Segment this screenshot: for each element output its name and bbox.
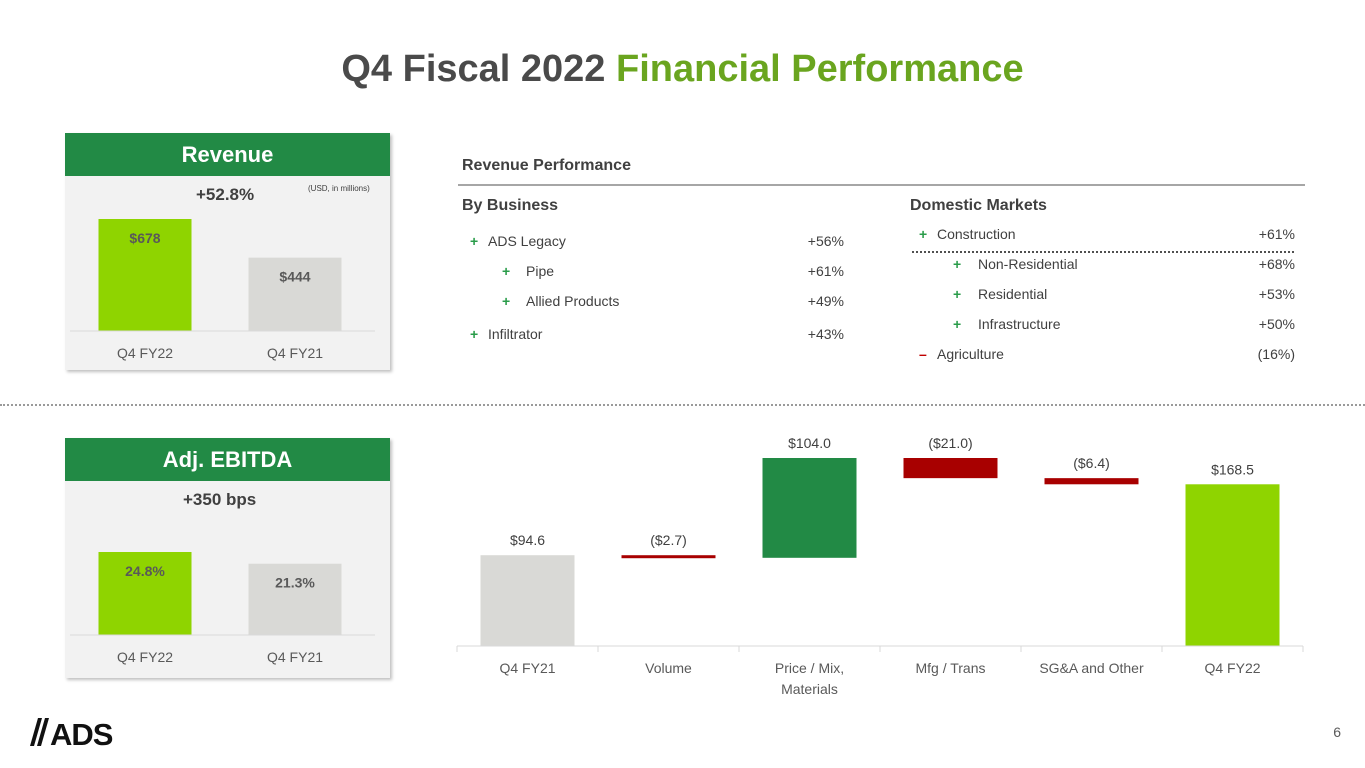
row-value: +56%	[807, 233, 844, 249]
row-label: Agriculture	[937, 346, 1004, 362]
x-tick-label: Q4 FY21	[499, 660, 555, 676]
plus-icon: +	[502, 293, 511, 309]
bar	[98, 219, 192, 331]
ebitda-waterfall-chart: $94.6 Q4 FY21 ($2.7) Volume $104.0 Price / Mi…	[456, 435, 1304, 697]
market-row-residential: + Residential +53%	[953, 286, 1295, 306]
waterfall-bar	[903, 458, 998, 479]
plus-icon: +	[502, 263, 511, 279]
business-row-infiltrator: + Infiltrator +43%	[470, 326, 844, 346]
x-tick-label: Q4 FY22	[1204, 660, 1260, 676]
business-row-allied-products: + Allied Products +49%	[502, 293, 844, 313]
row-label: Residential	[978, 286, 1048, 302]
ebitda-change: +350 bps	[183, 490, 257, 509]
row-value: (16%)	[1257, 346, 1295, 362]
row-value: +61%	[1258, 226, 1295, 242]
x-tick-label: Q4 FY21	[267, 345, 323, 361]
x-tick-label: Materials	[781, 681, 838, 697]
by-business-heading: By Business	[462, 197, 559, 214]
page-number: 6	[1333, 724, 1341, 740]
waterfall-bar	[621, 555, 716, 559]
data-label: $94.6	[510, 532, 545, 548]
waterfall-bar	[1185, 484, 1280, 646]
market-row-infrastructure: + Infrastructure +50%	[953, 316, 1295, 336]
data-label: 21.3%	[275, 575, 315, 591]
page-title-main: Q4 Fiscal 2022	[341, 48, 606, 90]
x-tick-label: SG&A and Other	[1039, 660, 1144, 676]
x-tick-label: Q4 FY22	[117, 649, 173, 665]
data-label: $444	[279, 269, 310, 285]
row-label: ADS Legacy	[488, 233, 566, 249]
revenue-performance-divider	[458, 184, 1305, 186]
revenue-bar-chart: $678 Q4 FY22 $444 Q4 FY21	[70, 219, 375, 361]
row-label: Infiltrator	[488, 326, 543, 342]
row-label: Infrastructure	[978, 316, 1061, 332]
row-value: +50%	[1258, 316, 1295, 332]
revenue-units-note: (USD, in millions)	[308, 184, 370, 193]
row-value: +49%	[807, 293, 844, 309]
market-row-non-residential: + Non-Residential +68%	[953, 256, 1295, 276]
x-tick-label: Q4 FY22	[117, 345, 173, 361]
logo-text: ADS	[50, 717, 113, 748]
data-label: ($2.7)	[650, 532, 687, 548]
bar	[248, 563, 342, 635]
data-label: 24.8%	[125, 563, 165, 579]
domestic-markets-heading: Domestic Markets	[910, 197, 1047, 214]
row-value: +68%	[1258, 256, 1295, 272]
revenue-change: +52.8%	[196, 185, 255, 204]
waterfall-bar	[1044, 478, 1139, 485]
revenue-performance-title: Revenue Performance	[462, 157, 631, 174]
row-label: Allied Products	[526, 293, 620, 309]
market-row-construction: + Construction +61%	[919, 226, 1295, 246]
waterfall-bar	[762, 458, 857, 558]
ebitda-card-header: Adj. EBITDA	[65, 438, 390, 481]
business-row-ads-legacy: + ADS Legacy +56%	[470, 233, 844, 253]
x-tick-label: Mfg / Trans	[915, 660, 985, 676]
data-label: $678	[129, 230, 160, 246]
plus-icon: +	[953, 316, 962, 332]
plus-icon: +	[470, 326, 479, 342]
data-label: ($6.4)	[1073, 455, 1110, 471]
row-value: +43%	[807, 326, 844, 342]
page-title-accent: Financial Performance	[616, 48, 1024, 90]
minus-icon: –	[919, 346, 927, 362]
page-title: Q4 Fiscal 2022 Financial Performance	[0, 48, 1365, 91]
market-row-agriculture: – Agriculture (16%)	[919, 346, 1295, 366]
plus-icon: +	[953, 256, 962, 272]
bar	[98, 552, 192, 635]
data-label: $104.0	[788, 435, 831, 451]
section-divider	[0, 404, 1365, 406]
ebitda-bar-chart: 24.8% Q4 FY22 21.3% Q4 FY21	[70, 552, 375, 665]
data-label: $168.5	[1211, 461, 1254, 477]
plus-icon: +	[470, 233, 479, 249]
row-label: Non-Residential	[978, 256, 1078, 272]
waterfall-bar	[480, 555, 575, 646]
revenue-card-header: Revenue	[65, 133, 390, 176]
business-row-pipe: + Pipe +61%	[502, 263, 844, 283]
plus-icon: +	[953, 286, 962, 302]
bar	[248, 257, 342, 331]
row-label: Construction	[937, 226, 1016, 242]
row-value: +61%	[807, 263, 844, 279]
construction-subtotal-divider	[912, 251, 1294, 253]
x-tick-label: Volume	[645, 660, 692, 676]
x-tick-label: Price / Mix,	[775, 660, 844, 676]
row-value: +53%	[1258, 286, 1295, 302]
ads-logo: ADS	[30, 717, 114, 748]
plus-icon: +	[919, 226, 928, 242]
row-label: Pipe	[526, 263, 555, 279]
ebitda-card: Adj. EBITDA +350 bps 24.8% Q4 FY22 21.3% Q4…	[65, 438, 390, 678]
x-tick-label: Q4 FY21	[267, 649, 323, 665]
revenue-card: Revenue +52.8% (USD, in millions) $678 Q4…	[65, 133, 390, 370]
data-label: ($21.0)	[928, 435, 972, 451]
